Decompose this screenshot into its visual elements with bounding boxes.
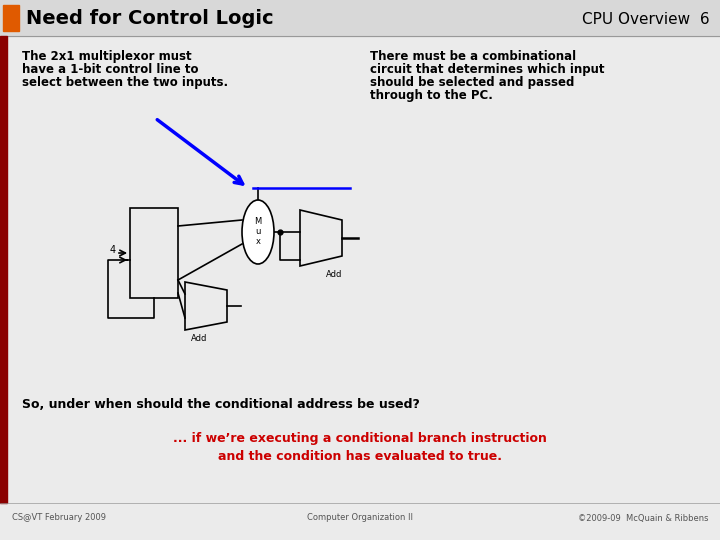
Text: M: M: [254, 218, 261, 226]
Text: Computer Organization II: Computer Organization II: [307, 514, 413, 523]
Text: circuit that determines which input: circuit that determines which input: [370, 63, 605, 76]
Text: The 2x1 multiplexor must: The 2x1 multiplexor must: [22, 50, 192, 63]
Bar: [0, 0, 720, 36]
Text: should be selected and passed: should be selected and passed: [370, 76, 575, 89]
Text: There must be a combinational: There must be a combinational: [370, 50, 576, 63]
Text: 4: 4: [110, 245, 116, 255]
Text: So, under when should the conditional address be used?: So, under when should the conditional ad…: [22, 398, 420, 411]
Text: ©2009-09  McQuain & Ribbens: ©2009-09 McQuain & Ribbens: [577, 514, 708, 523]
Bar: [130, 208, 178, 298]
Text: CS@VT February 2009: CS@VT February 2009: [12, 514, 106, 523]
FancyArrowPatch shape: [157, 120, 243, 184]
Bar: [0, 36, 7, 503]
Text: Add: Add: [191, 334, 207, 343]
Text: select between the two inputs.: select between the two inputs.: [22, 76, 228, 89]
Text: through to the PC.: through to the PC.: [370, 89, 493, 102]
Ellipse shape: [242, 200, 274, 264]
Text: and the condition has evaluated to true.: and the condition has evaluated to true.: [218, 450, 502, 463]
Text: u: u: [256, 227, 261, 237]
Text: CPU Overview  6: CPU Overview 6: [582, 11, 710, 26]
Text: ... if we’re executing a conditional branch instruction: ... if we’re executing a conditional bra…: [173, 432, 547, 445]
Text: x: x: [256, 237, 261, 246]
Text: Add: Add: [326, 270, 342, 279]
Bar: [3, 5, 19, 31]
Text: Need for Control Logic: Need for Control Logic: [26, 10, 274, 29]
Text: have a 1-bit control line to: have a 1-bit control line to: [22, 63, 199, 76]
